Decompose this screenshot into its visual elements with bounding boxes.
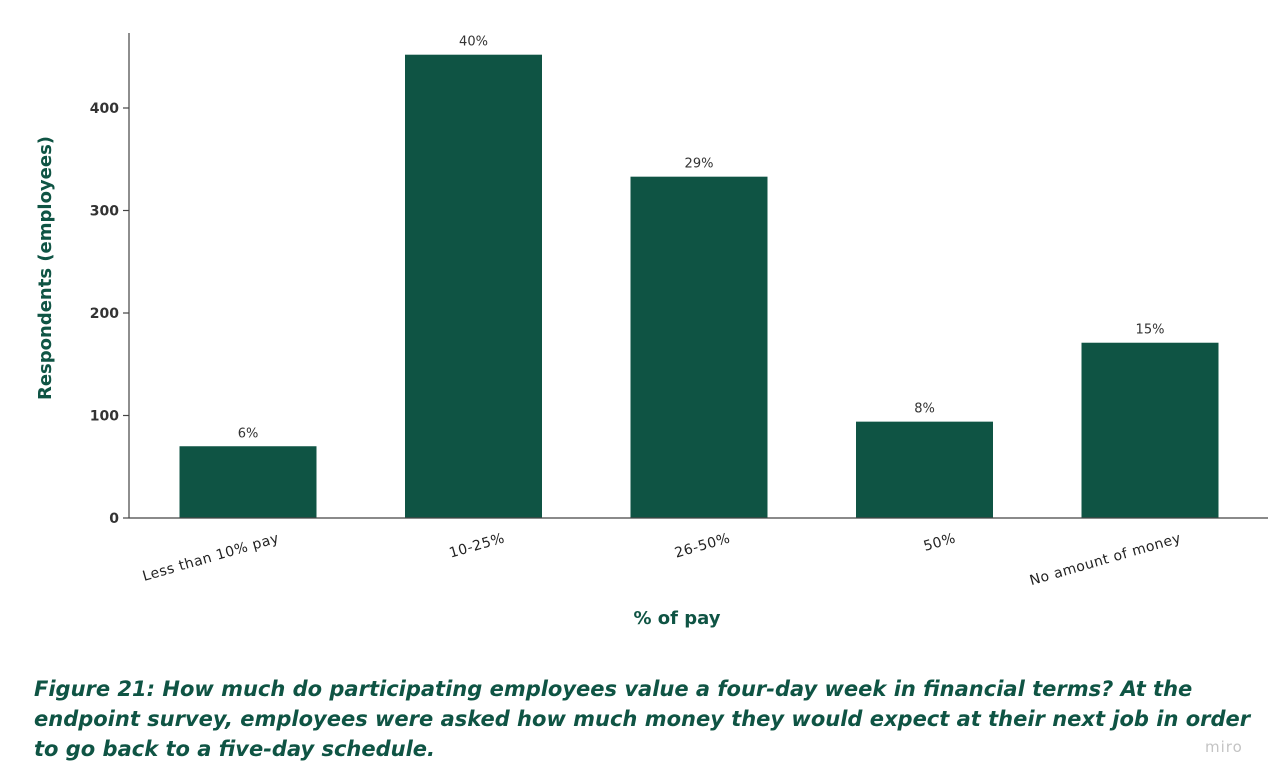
x-tick-label: 10-25% xyxy=(447,530,506,561)
bar-chart: 6% 40% 29% 8% 15% 0 100 200 300 400 Less than 10… xyxy=(35,33,1268,629)
bar xyxy=(405,54,542,518)
bar xyxy=(1081,342,1219,518)
bar xyxy=(856,421,993,518)
y-tick-label: 0 xyxy=(109,511,119,527)
bar-data-label: 15% xyxy=(1136,323,1165,338)
bar xyxy=(179,446,317,518)
x-tick-label: 26-50% xyxy=(673,530,732,561)
bar-data-label: 6% xyxy=(238,426,259,441)
y-axis-title: Respondents (employees) xyxy=(35,136,56,400)
y-tick-label: 200 xyxy=(90,306,119,322)
bar-data-label: 8% xyxy=(914,402,935,417)
y-tick-label: 100 xyxy=(90,409,119,425)
figure-caption: Figure 21: How much do participating emp… xyxy=(34,677,1251,761)
x-tick-labels-group: Less than 10% pay 10-25% 26-50% 50% No amoun… xyxy=(141,530,1183,589)
data-labels-group: 6% 40% 29% 8% 15% xyxy=(238,35,1165,442)
bars-group xyxy=(179,54,1219,519)
bar-data-label: 29% xyxy=(685,157,714,172)
bar-data-label: 40% xyxy=(459,35,488,50)
y-ticks-group: 0 100 200 300 400 xyxy=(90,101,129,527)
x-tick-label: No amount of money xyxy=(1028,530,1183,589)
x-tick-label: 50% xyxy=(922,530,958,554)
watermark-logo: miro xyxy=(1205,738,1243,756)
y-tick-label: 400 xyxy=(90,101,119,117)
y-tick-label: 300 xyxy=(90,204,119,220)
x-tick-label: Less than 10% pay xyxy=(141,530,281,584)
bar xyxy=(630,176,768,519)
x-axis-title: % of pay xyxy=(634,608,721,629)
